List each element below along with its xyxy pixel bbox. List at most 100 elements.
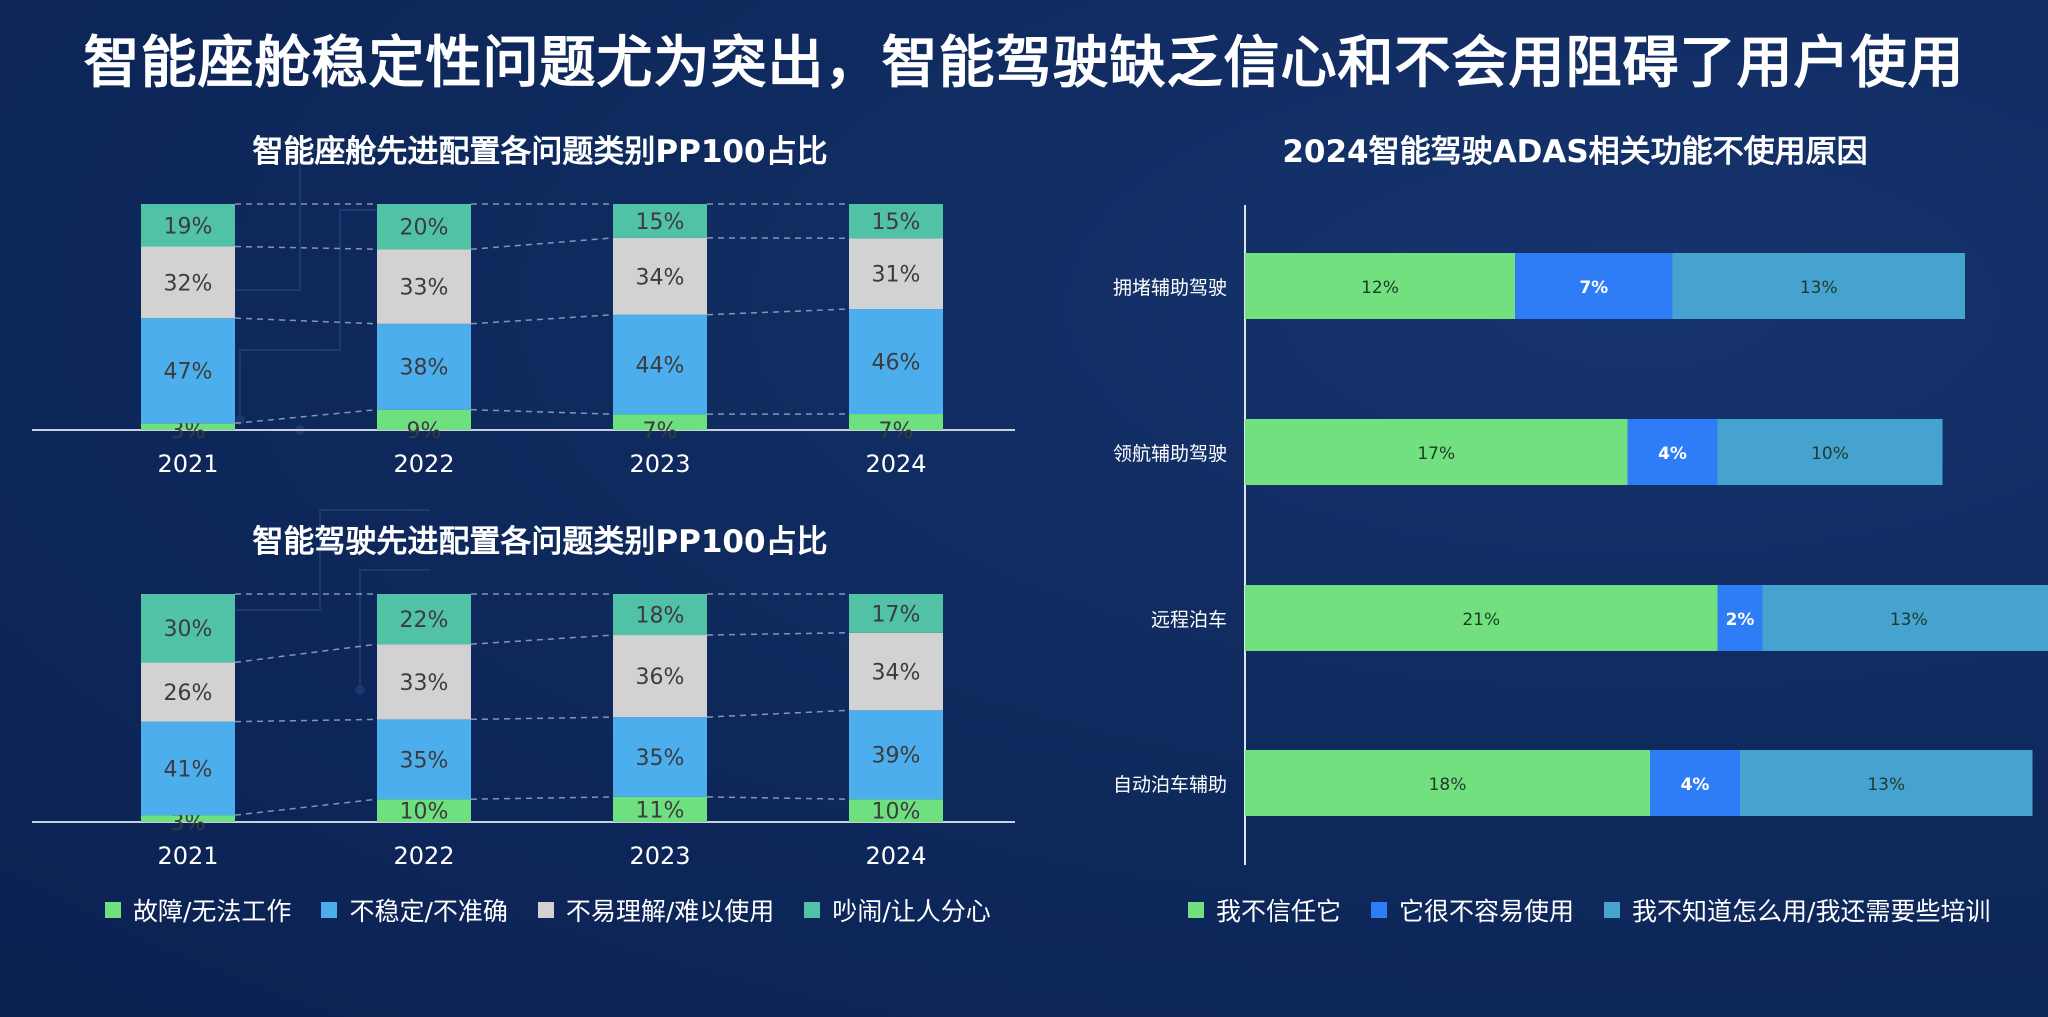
data-label: 44%: [636, 353, 685, 378]
data-label: 7%: [1579, 278, 1608, 298]
legend-label: 我不信任它: [1216, 897, 1342, 926]
connector-line: [470, 313, 614, 325]
connector-line: [470, 237, 614, 250]
legend-label: 不稳定/不准确: [349, 897, 508, 926]
data-label: 38%: [400, 356, 449, 381]
connector-line: [470, 634, 614, 645]
bar-segment: [849, 632, 943, 711]
right-legend: 我不信任它 它很不容易使用 我不知道怎么用/我还需要些培训: [1188, 892, 2020, 928]
left-legend-item: 吵闹/让人分心: [804, 892, 991, 928]
bar-segment: [377, 249, 471, 324]
stacked-column-chart-0: 3%47%32%19%20219%38%33%20%20227%44%34%15…: [32, 203, 1015, 478]
data-label: 13%: [1890, 610, 1928, 630]
bar-segment: [141, 423, 235, 430]
right-legend-item: 我不知道怎么用/我还需要些培训: [1604, 892, 1990, 928]
bar-segment: [377, 799, 471, 822]
bar-segment: [849, 799, 943, 822]
bar-segment: [1672, 253, 1965, 319]
left-legend-item: 不易理解/难以使用: [537, 892, 775, 928]
connector-line: [234, 317, 378, 325]
data-label: 10%: [872, 800, 921, 825]
data-label: 20%: [400, 216, 449, 241]
bar-segment: [377, 719, 471, 800]
data-label: 18%: [1429, 775, 1467, 795]
y-tick-label: 拥堵辅助驾驶: [1113, 277, 1227, 299]
x-tick-label: 2024: [865, 842, 926, 870]
bar-segment: [613, 635, 707, 718]
data-label: 17%: [1417, 444, 1455, 464]
bar-segment: [377, 594, 471, 645]
legend-swatch: [1604, 902, 1621, 918]
bar-segment: [849, 594, 943, 633]
bar-segment: [1717, 419, 1943, 485]
bar-segment: [1740, 750, 2033, 816]
data-label: 17%: [872, 602, 921, 627]
data-label: 12%: [1361, 278, 1399, 298]
x-tick-label: 2024: [865, 450, 926, 478]
left-legend-item: 故障/无法工作: [105, 892, 291, 928]
bar-segment: [849, 414, 943, 430]
bar-segment: [141, 318, 235, 424]
bar-segment: [1717, 585, 1763, 651]
bar-segment: [849, 204, 943, 239]
legend-label: 不易理解/难以使用: [565, 897, 775, 926]
bar-segment: [1762, 585, 2048, 651]
bar-segment: [1627, 419, 1718, 485]
data-label: 36%: [636, 665, 685, 690]
x-tick-label: 2021: [157, 450, 218, 478]
bar-segment: [613, 796, 707, 822]
legend-label: 吵闹/让人分心: [832, 897, 991, 926]
left-legend: 故障/无法工作 不稳定/不准确 不易理解/难以使用 吵闹/让人分心: [105, 892, 1021, 928]
bar-segment: [613, 414, 707, 430]
data-label: 18%: [636, 604, 685, 629]
bar-segment: [141, 246, 235, 319]
data-label: 39%: [872, 744, 921, 769]
bar-segment: [377, 644, 471, 720]
y-tick-label: 远程泊车: [1151, 609, 1227, 631]
data-label: 47%: [164, 360, 213, 385]
bar-segment: [141, 721, 235, 816]
data-label: 7%: [643, 419, 678, 444]
data-label: 34%: [636, 265, 685, 290]
data-label: 11%: [636, 798, 685, 823]
data-label: 33%: [400, 275, 449, 300]
bar-segment: [377, 204, 471, 250]
data-label: 21%: [1462, 610, 1500, 630]
data-label: 30%: [164, 617, 213, 642]
x-tick-label: 2022: [393, 842, 454, 870]
connector-line: [234, 798, 378, 816]
legend-swatch: [105, 902, 121, 918]
adas-chart-title: 智能驾驶先进配置各问题类别PP100占比: [252, 524, 828, 560]
right-legend-item: 它很不容易使用: [1371, 892, 1574, 928]
connector-line: [706, 796, 850, 800]
bar-segment: [1515, 253, 1673, 319]
y-tick-label: 自动泊车辅助: [1113, 774, 1227, 796]
legend-swatch: [1188, 902, 1204, 918]
data-label: 4%: [1658, 444, 1687, 464]
data-label: 3%: [171, 811, 206, 836]
bar-segment: [849, 238, 943, 310]
horizontal-bar-chart: 拥堵辅助驾驶 12% 7% 13% 领航辅助驾驶 17% 4% 10% 远程泊车 21% 2% 13%…: [1113, 205, 2048, 865]
connector-line: [234, 718, 378, 723]
bar-segment: [141, 815, 235, 822]
stacked-column-chart-1: 3% 41% 26% 30% 2021 10% 35% 33% 22% 2022 11% 35% 36%…: [32, 593, 1015, 870]
cockpit-chart-title: 智能座舱先进配置各问题类别PP100占比: [252, 134, 828, 170]
bar-segment: [613, 314, 707, 415]
x-tick-label: 2023: [629, 842, 690, 870]
connector-line: [234, 245, 378, 250]
data-label: 35%: [636, 746, 685, 771]
legend-swatch: [537, 902, 554, 918]
data-label: 34%: [872, 661, 921, 686]
connector-line: [706, 308, 850, 316]
legend-swatch: [804, 902, 821, 918]
bar-segment: [613, 204, 707, 238]
bar-segment: [1245, 419, 1628, 485]
legend-label: 故障/无法工作: [133, 897, 292, 926]
left-legend-item: 不稳定/不准确: [321, 892, 508, 928]
x-tick-label: 2022: [393, 450, 454, 478]
legend-swatch: [1371, 902, 1388, 918]
bar-segment: [141, 204, 235, 247]
page-title: 智能座舱稳定性问题尤为突出，智能驾驶缺乏信心和不会用阻碍了用户使用: [83, 31, 1965, 96]
data-label: 33%: [400, 671, 449, 696]
